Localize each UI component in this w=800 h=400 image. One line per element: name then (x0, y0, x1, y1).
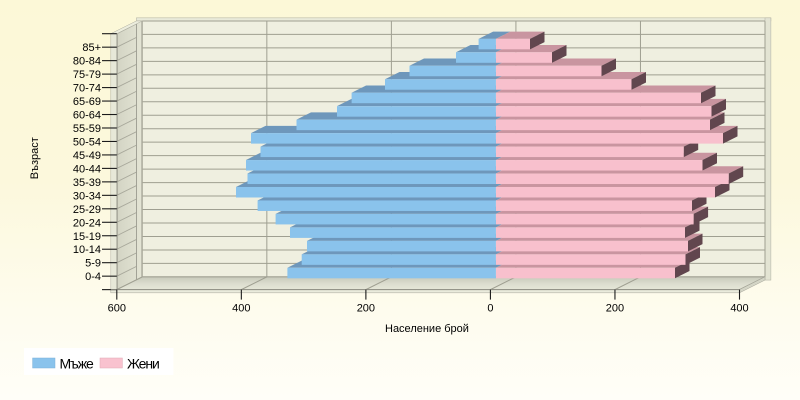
svg-text:65-69: 65-69 (73, 96, 101, 108)
svg-text:Жени: Жени (127, 356, 159, 372)
svg-text:15-19: 15-19 (73, 231, 101, 243)
svg-text:70-74: 70-74 (73, 83, 101, 95)
svg-text:85+: 85+ (82, 42, 101, 54)
svg-text:0: 0 (487, 303, 493, 315)
svg-text:5-9: 5-9 (85, 258, 101, 270)
svg-text:Възраст: Възраст (29, 137, 41, 179)
svg-text:60-64: 60-64 (73, 110, 101, 122)
svg-text:75-79: 75-79 (73, 69, 101, 81)
svg-text:600: 600 (108, 303, 126, 315)
svg-text:200: 200 (357, 303, 375, 315)
svg-text:25-29: 25-29 (73, 204, 101, 216)
svg-text:0-4: 0-4 (85, 271, 101, 283)
svg-text:Население брой: Население брой (385, 323, 469, 335)
svg-text:Мъже: Мъже (60, 356, 94, 372)
svg-text:200: 200 (606, 303, 624, 315)
svg-text:30-34: 30-34 (73, 190, 101, 202)
svg-text:50-54: 50-54 (73, 136, 101, 148)
svg-text:400: 400 (232, 303, 250, 315)
svg-text:20-24: 20-24 (73, 217, 101, 229)
svg-text:45-49: 45-49 (73, 150, 101, 162)
svg-text:55-59: 55-59 (73, 123, 101, 135)
svg-text:80-84: 80-84 (73, 56, 101, 68)
svg-text:10-14: 10-14 (73, 244, 101, 256)
svg-text:40-44: 40-44 (73, 163, 101, 175)
svg-text:35-39: 35-39 (73, 177, 101, 189)
svg-text:400: 400 (730, 303, 748, 315)
